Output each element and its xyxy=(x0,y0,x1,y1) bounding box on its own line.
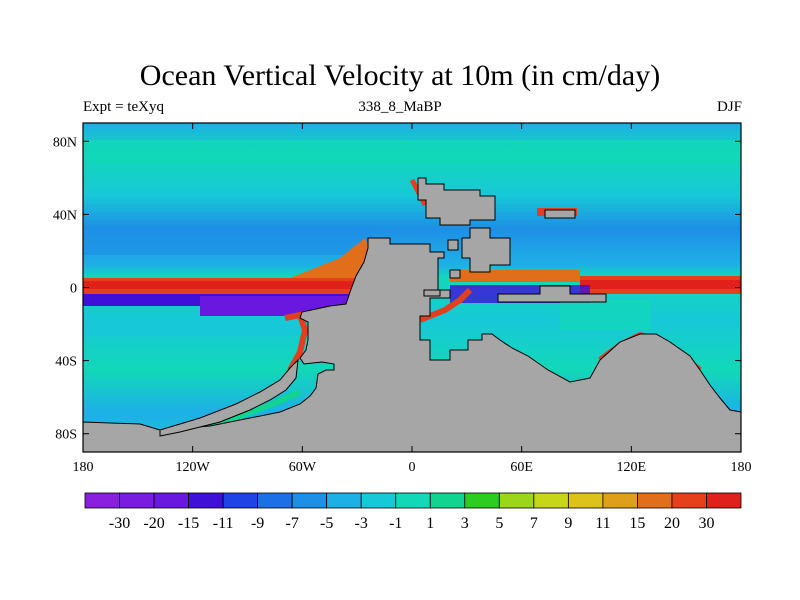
land xyxy=(83,177,741,452)
colorbar-label: -15 xyxy=(178,515,199,532)
colorbar-box xyxy=(326,492,362,509)
coastal-upwelling-sw xyxy=(284,311,309,372)
colorbar-label: -7 xyxy=(285,515,298,532)
colorbar-label: 7 xyxy=(530,515,538,532)
x-tick-label: 120E xyxy=(617,460,647,475)
colorbar-label: -11 xyxy=(213,515,234,532)
colorbar-box xyxy=(360,492,397,509)
land-southwest-arm xyxy=(159,358,299,437)
colorbar-label: 30 xyxy=(698,515,714,532)
colorbar-box xyxy=(429,492,466,509)
land-small-1 xyxy=(447,239,459,251)
x-tick-label: 180 xyxy=(73,460,94,475)
land-mid-block xyxy=(461,227,511,273)
y-tick-label: 0 xyxy=(70,282,77,297)
land-pacific-strip xyxy=(497,285,607,303)
y-tick-label: 80N xyxy=(53,135,77,150)
colorbar-box xyxy=(153,492,189,509)
land-north-block xyxy=(417,177,496,226)
colorbar-boxes xyxy=(84,492,742,509)
colorbar-label: 11 xyxy=(595,515,610,532)
south-band xyxy=(83,318,303,336)
colorbar-label: -9 xyxy=(251,515,264,532)
colorbar-box xyxy=(222,492,259,509)
y-tick-label: 40N xyxy=(53,208,77,223)
y-tick-label: 80S xyxy=(55,428,77,443)
colorbar-box xyxy=(84,492,120,509)
coastal-upwelling-nw xyxy=(290,238,372,278)
x-tick-label: 180 xyxy=(731,460,752,475)
colorbar-box xyxy=(119,492,155,509)
colorbar-label: -1 xyxy=(389,515,402,532)
experiment-label: Expt = teXyq xyxy=(83,99,164,115)
colorbar-box xyxy=(671,492,707,509)
north-upwelling-band xyxy=(83,140,741,162)
land-central-island xyxy=(423,289,441,297)
colorbar-box xyxy=(257,492,293,509)
x-tick-label: 120W xyxy=(176,460,211,475)
colorbar-box xyxy=(188,492,224,509)
colorbar-labels: -30 -20 -15 -11 -9 -7 -5 -3 -1 1 3 5 7 9 11 15 20 30 xyxy=(109,515,715,532)
season-label: DJF xyxy=(716,99,742,115)
land-small-2 xyxy=(449,269,461,279)
north-tropics-blue xyxy=(83,225,373,255)
colorbar-box xyxy=(291,492,328,509)
colorbar-label: -3 xyxy=(355,515,368,532)
colorbar-label: -30 xyxy=(109,515,130,532)
colorbar-label: -20 xyxy=(143,515,164,532)
heatmap-field xyxy=(83,123,741,452)
colorbar-label: 3 xyxy=(461,515,469,532)
y-axis: 80N 40N 0 40S 80S xyxy=(53,135,741,443)
y-tick-label: 40S xyxy=(55,355,77,370)
coastal-upwelling-central xyxy=(418,287,473,323)
age-label: 338_8_MaBP xyxy=(358,99,442,115)
colorbar-label: 1 xyxy=(426,515,434,532)
equatorial-core-west xyxy=(83,281,373,289)
colorbar-box xyxy=(533,492,569,509)
equatorial-core-east xyxy=(580,280,741,289)
colorbar-label: -5 xyxy=(320,515,333,532)
land-ne-island xyxy=(544,209,576,219)
chart-title: Ocean Vertical Velocity at 10m (in cm/da… xyxy=(139,59,661,92)
x-tick-label: 0 xyxy=(409,460,416,475)
colorbar-label: 15 xyxy=(629,515,645,532)
colorbar-label: 5 xyxy=(495,515,503,532)
colorbar-box xyxy=(464,492,500,509)
equatorial-band-central xyxy=(450,270,580,282)
colorbar-label: 20 xyxy=(664,515,680,532)
indian-ocean-patch xyxy=(560,300,650,330)
colorbar-box xyxy=(602,492,638,509)
x-axis: 180 120W 60W 0 60E 120E 180 xyxy=(73,123,752,475)
colorbar-box xyxy=(637,492,673,509)
x-tick-label: 60E xyxy=(510,460,533,475)
colorbar-label: 9 xyxy=(564,515,572,532)
x-tick-label: 60W xyxy=(289,460,317,475)
land-main-continent xyxy=(83,237,741,452)
colorbar-box xyxy=(395,492,431,509)
colorbar-box xyxy=(706,492,742,509)
colorbar-box xyxy=(498,492,535,509)
colorbar-box xyxy=(567,492,604,509)
